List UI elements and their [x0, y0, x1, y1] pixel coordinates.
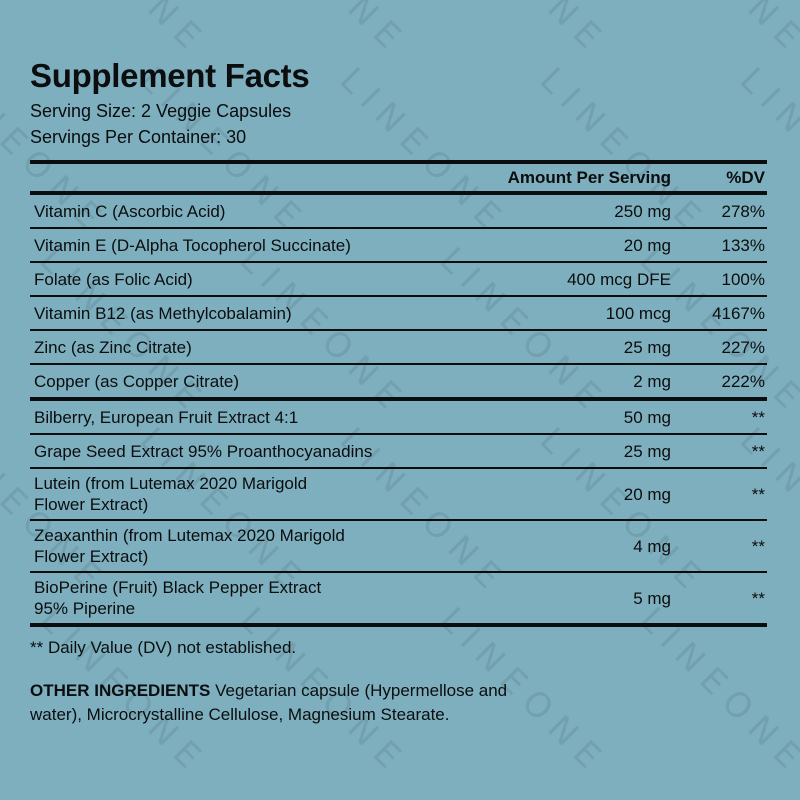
ingredient-name: Lutein (from Lutemax 2020 Marigold Flowe… — [30, 473, 411, 515]
ingredient-amount: 20 mg — [623, 484, 671, 504]
divider-thin — [30, 329, 767, 331]
table-row: Folate (as Folic Acid) 400 mcg DFE 100% — [30, 263, 767, 295]
ingredient-amount: 4 mg — [633, 536, 671, 556]
nutrient-name: Vitamin E (D-Alpha Tocopherol Succinate) — [34, 235, 351, 255]
other-ingredients-heading: OTHER INGREDIENTS — [30, 681, 211, 700]
ingredient-amount: 50 mg — [623, 407, 671, 427]
divider-thin — [30, 363, 767, 365]
nutrient-dv: 4167% — [712, 303, 765, 323]
watermark-text: LINEONE — [432, 0, 616, 64]
ingredient-name-line1: Zeaxanthin (from Lutemax 2020 Marigold — [34, 526, 345, 545]
ingredient-dv: ** — [751, 484, 765, 504]
nutrient-name: Zinc (as Zinc Citrate) — [34, 337, 192, 357]
divider-thin — [30, 261, 767, 263]
ingredient-name-line2: 95% Piperine — [34, 599, 136, 618]
ingredient-dv: ** — [751, 441, 765, 461]
nutrient-dv: 278% — [721, 201, 765, 221]
ingredient-name-line1: BioPerine (Fruit) Black Pepper Extract — [34, 578, 322, 597]
table-header: Amount Per Serving %DV — [30, 164, 767, 191]
nutrient-amount: 20 mg — [623, 235, 671, 255]
divider-thin — [30, 571, 767, 573]
nutrient-name: Vitamin C (Ascorbic Acid) — [34, 201, 226, 221]
page-title: Supplement Facts — [30, 57, 310, 94]
nutrient-amount: 2 mg — [633, 371, 671, 391]
header-dv: %DV — [726, 167, 765, 187]
nutrient-dv: 133% — [721, 235, 765, 255]
divider-thick — [30, 191, 767, 195]
nutrient-name: Vitamin B12 (as Methylcobalamin) — [34, 303, 292, 323]
table-row: Vitamin C (Ascorbic Acid) 250 mg 278% — [30, 195, 767, 227]
ingredient-dv: ** — [751, 407, 765, 427]
table-row: BioPerine (Fruit) Black Pepper Extract 9… — [30, 573, 767, 623]
nutrient-amount: 400 mcg DFE — [567, 269, 671, 289]
divider-thin — [30, 227, 767, 229]
divider-thick — [30, 160, 767, 164]
table-row: Zinc (as Zinc Citrate) 25 mg 227% — [30, 331, 767, 363]
dv-footnote: ** Daily Value (DV) not established. — [30, 638, 297, 657]
ingredient-name: Bilberry, European Fruit Extract 4:1 — [34, 407, 299, 427]
table-row: Grape Seed Extract 95% Proanthocyanadins… — [30, 435, 767, 467]
nutrient-amount: 25 mg — [623, 337, 671, 357]
table-row: Vitamin E (D-Alpha Tocopherol Succinate)… — [30, 229, 767, 261]
servings-per-container: Servings Per Container: 30 — [30, 127, 247, 147]
header-amount: Amount Per Serving — [507, 167, 671, 187]
ingredient-name: Zeaxanthin (from Lutemax 2020 Marigold F… — [30, 525, 411, 567]
ingredient-name: Grape Seed Extract 95% Proanthocyanadins — [34, 441, 373, 461]
other-ingredients-text: Vegetarian capsule (Hypermellose and wat… — [30, 681, 508, 724]
ingredient-amount: 5 mg — [633, 588, 671, 608]
nutrient-name: Copper (as Copper Citrate) — [34, 371, 240, 391]
nutrient-amount: 100 mcg — [605, 303, 671, 323]
table-row: Vitamin B12 (as Methylcobalamin) 100 mcg… — [30, 297, 767, 329]
nutrient-dv: 227% — [721, 337, 765, 357]
nutrient-dv: 100% — [721, 269, 765, 289]
divider-thick — [30, 623, 767, 627]
serving-size: Serving Size: 2 Veggie Capsules — [30, 101, 292, 121]
ingredient-name-line2: Flower Extract) — [34, 495, 149, 514]
divider-thick — [30, 397, 767, 401]
table-row: Lutein (from Lutemax 2020 Marigold Flowe… — [30, 469, 767, 519]
nutrient-dv: 222% — [721, 371, 765, 391]
nutrient-amount: 250 mg — [614, 201, 671, 221]
ingredient-dv: ** — [751, 588, 765, 608]
ingredient-dv: ** — [751, 536, 765, 556]
divider-thin — [30, 433, 767, 435]
watermark-text: LINEONE — [232, 0, 416, 64]
supplement-facts-panel: Supplement Facts Serving Size: 2 Veggie … — [30, 56, 767, 727]
divider-thin — [30, 467, 767, 469]
ingredient-name-line2: Flower Extract) — [34, 547, 149, 566]
ingredient-name: BioPerine (Fruit) Black Pepper Extract 9… — [30, 577, 411, 619]
nutrient-name: Folate (as Folic Acid) — [34, 269, 193, 289]
table-row: Copper (as Copper Citrate) 2 mg 222% — [30, 365, 767, 397]
ingredient-amount: 25 mg — [623, 441, 671, 461]
watermark-text: LINEONE — [32, 0, 216, 64]
watermark-text: LINEONE — [632, 0, 800, 64]
divider-thin — [30, 519, 767, 521]
divider-thin — [30, 295, 767, 297]
table-row: Zeaxanthin (from Lutemax 2020 Marigold F… — [30, 521, 767, 571]
other-ingredients: OTHER INGREDIENTS Vegetarian capsule (Hy… — [30, 679, 550, 727]
ingredient-name-line1: Lutein (from Lutemax 2020 Marigold — [34, 474, 308, 493]
table-row: Bilberry, European Fruit Extract 4:1 50 … — [30, 401, 767, 433]
